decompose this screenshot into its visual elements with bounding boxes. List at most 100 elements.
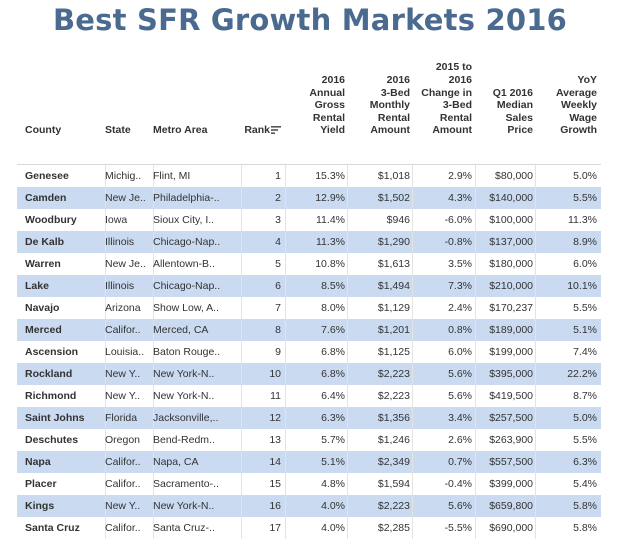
column-divider	[105, 297, 106, 319]
table-row[interactable]: Woodbury Iowa Sioux City, I.. 3 11.4% $946 -6.…	[17, 209, 601, 231]
column-divider	[153, 341, 154, 363]
header-yield-line: Gross	[314, 99, 345, 112]
table-row[interactable]: Lake Illinois Chicago-Nap.. 6 8.5% $1,494 7.3%…	[17, 275, 601, 297]
county-cell: Deschutes	[25, 434, 79, 446]
state-cell: Califor..	[105, 478, 141, 490]
header-yield[interactable]: 2016 Annual Gross Rental Yield	[287, 74, 345, 137]
rank-cell: 16	[269, 500, 281, 512]
column-divider	[535, 517, 536, 539]
metro-area-cell: New York-N..	[153, 390, 215, 402]
median-price-cell: $189,000	[489, 324, 533, 336]
rental-change-cell: -6.0%	[444, 214, 472, 226]
header-state[interactable]: State	[105, 124, 131, 137]
wage-growth-cell: 11.3%	[568, 214, 597, 226]
column-divider	[412, 297, 413, 319]
wage-growth-cell: 5.8%	[573, 500, 597, 512]
wage-growth-cell: 7.4%	[573, 346, 597, 358]
header-change-line: 2016	[448, 74, 472, 87]
table-row[interactable]: Santa Cruz Califor.. Santa Cruz-.. 17 4.0% $2…	[17, 517, 601, 539]
header-change-line: 2015 to	[435, 61, 472, 74]
wage-growth-cell: 22.2%	[567, 368, 597, 380]
header-rent[interactable]: 2016 3-Bed Monthly Rental Amount	[347, 74, 410, 137]
table-row[interactable]: Merced Califor.. Merced, CA 8 7.6% $1,201 0.8%…	[17, 319, 601, 341]
column-divider	[241, 473, 242, 495]
rental-amount-cell: $1,018	[377, 170, 410, 182]
header-metro-area[interactable]: Metro Area	[153, 124, 208, 137]
table-row[interactable]: Ascension Louisia.. Baton Rouge.. 9 6.8% $1,1…	[17, 341, 601, 363]
column-divider	[412, 363, 413, 385]
column-divider	[347, 407, 348, 429]
column-divider	[412, 495, 413, 517]
rank-cell: 8	[275, 324, 281, 336]
column-divider	[105, 319, 106, 341]
rental-change-cell: 5.6%	[448, 390, 472, 402]
column-divider	[535, 495, 536, 517]
column-divider	[535, 275, 536, 297]
header-rent-line: Rental	[377, 111, 410, 124]
median-price-cell: $180,000	[489, 258, 533, 270]
rental-amount-cell: $1,502	[377, 192, 410, 204]
column-divider	[153, 407, 154, 429]
header-wage[interactable]: YoY Average Weekly Wage Growth	[535, 74, 597, 137]
table-row[interactable]: Camden New Je.. Philadelphia-.. 2 12.9% $1,50…	[17, 187, 601, 209]
wage-growth-cell: 8.9%	[573, 236, 597, 248]
header-rank[interactable]: Rank	[241, 124, 281, 137]
rental-yield-cell: 8.5%	[321, 280, 345, 292]
header-yield-line: Rental	[312, 111, 345, 124]
header-price[interactable]: Q1 2016 Median Sales Price	[475, 87, 533, 137]
rental-yield-cell: 6.8%	[321, 368, 345, 380]
header-change[interactable]: 2015 to 2016 Change in 3-Bed Rental Amount	[412, 61, 472, 137]
table-row[interactable]: Navajo Arizona Show Low, A.. 7 8.0% $1,129 2.4…	[17, 297, 601, 319]
county-cell: Merced	[25, 324, 62, 336]
column-divider	[475, 231, 476, 253]
rental-yield-cell: 6.3%	[321, 412, 345, 424]
rental-amount-cell: $1,129	[377, 302, 410, 314]
state-cell: Louisia..	[105, 346, 145, 358]
table-row[interactable]: Warren New Je.. Allentown-B.. 5 10.8% $1,613 3…	[17, 253, 601, 275]
header-county[interactable]: County	[25, 124, 62, 137]
table-row[interactable]: Napa Califor.. Napa, CA 14 5.1% $2,349 0.7% $55…	[17, 451, 601, 473]
table-row[interactable]: Placer Califor.. Sacramento-.. 15 4.8% $1,594…	[17, 473, 601, 495]
sort-descending-icon[interactable]	[271, 125, 281, 135]
table-row[interactable]: Kings New Y.. New York-N.. 16 4.0% $2,223 5.6%…	[17, 495, 601, 517]
county-cell: Lake	[25, 280, 49, 292]
header-price-line: Sales	[505, 111, 533, 124]
table-row[interactable]: Saint Johns Florida Jacksonville,.. 12 6.3% $…	[17, 407, 601, 429]
header-price-line: Q1 2016	[492, 86, 533, 99]
state-cell: Oregon	[105, 434, 141, 446]
table-row[interactable]: Genesee Michig.. Flint, MI 1 15.3% $1,018 2.9%…	[17, 165, 601, 187]
column-divider	[105, 275, 106, 297]
rank-cell: 2	[275, 192, 281, 204]
table-row[interactable]: Richmond New Y.. New York-N.. 11 6.4% $2,223 5…	[17, 385, 601, 407]
table-row[interactable]: Rockland New Y.. New York-N.. 10 6.8% $2,223 5…	[17, 363, 601, 385]
column-divider	[105, 429, 106, 451]
metro-area-cell: Santa Cruz-..	[153, 522, 215, 534]
table-row[interactable]: De Kalb Illinois Chicago-Nap.. 4 11.3% $1,290…	[17, 231, 601, 253]
header-change-line: 3-Bed	[442, 99, 472, 112]
median-price-cell: $257,500	[489, 412, 533, 424]
metro-area-cell: Philadelphia-..	[153, 192, 220, 204]
rental-amount-cell: $1,246	[377, 434, 410, 446]
wage-growth-cell: 5.0%	[573, 412, 597, 424]
rental-change-cell: 3.4%	[448, 412, 472, 424]
column-divider	[535, 297, 536, 319]
metro-area-cell: Chicago-Nap..	[153, 236, 221, 248]
county-cell: Navajo	[25, 302, 60, 314]
rank-cell: 17	[269, 522, 281, 534]
column-divider	[347, 231, 348, 253]
median-price-cell: $140,000	[489, 192, 533, 204]
column-divider	[285, 341, 286, 363]
column-divider	[105, 517, 106, 539]
rental-change-cell: 7.3%	[448, 280, 472, 292]
column-divider	[241, 407, 242, 429]
rental-change-cell: 5.6%	[448, 368, 472, 380]
column-divider	[412, 517, 413, 539]
metro-area-cell: Chicago-Nap..	[153, 280, 221, 292]
median-price-cell: $659,800	[489, 500, 533, 512]
column-divider	[105, 209, 106, 231]
column-divider	[153, 187, 154, 209]
median-price-cell: $395,000	[489, 368, 533, 380]
table-row[interactable]: Deschutes Oregon Bend-Redm.. 13 5.7% $1,246 2.…	[17, 429, 601, 451]
column-divider	[347, 451, 348, 473]
table-header: County State Metro Area Rank 2016 Annual G…	[17, 60, 601, 165]
